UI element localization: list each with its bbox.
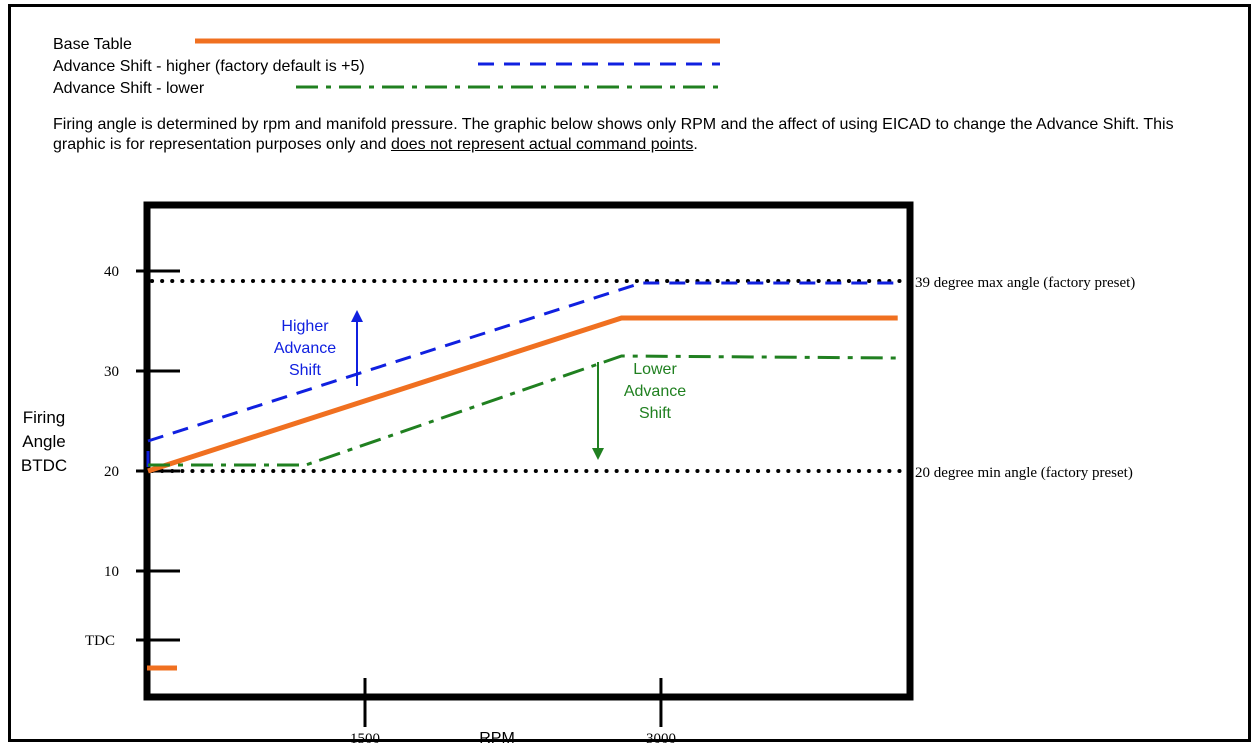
series-higher-line [146, 281, 898, 467]
legend-lower-label: Advance Shift - lower [53, 80, 205, 97]
annotation-lower-arrow-head [592, 448, 604, 460]
legend-base-label: Base Table [53, 36, 132, 53]
y-tick-label-3: 20 [104, 464, 119, 480]
annotation-lower-line-3: Shift [639, 405, 672, 422]
annotation-lower-line-2: Advance [624, 383, 686, 400]
legend-higher-label: Advance Shift - higher (factory default … [53, 58, 365, 75]
x-axis-title: RPM [479, 730, 515, 747]
y-tick-label-4: 10 [104, 564, 119, 580]
description-underlined: does not represent actual command points [390, 136, 694, 153]
annotation-higher-line-3: Shift [289, 362, 322, 379]
annotation-higher-arrow-head [351, 310, 363, 322]
annotation-higher-line-1: Higher [281, 318, 329, 335]
y-tick-label-1: 40 [104, 264, 119, 280]
reference-label-2: 20 degree min angle (factory preset) [915, 465, 1133, 481]
y-axis-title-line-3: BTDC [21, 456, 67, 475]
description-end: . [693, 136, 698, 153]
description-text: Firing angle is determined by rpm and ma… [53, 116, 1174, 153]
figure-frame [8, 4, 1251, 742]
reference-label-1: 39 degree max angle (factory preset) [915, 275, 1135, 291]
description: Firing angle is determined by rpm and ma… [53, 115, 1213, 155]
series-base-line [147, 315, 898, 474]
x-tick-label-1: 1500 [350, 731, 380, 747]
annotation-higher-line-2: Advance [274, 340, 336, 357]
plot-area-border [143, 201, 914, 701]
annotation-lower-line-1: Lower [633, 361, 677, 378]
y-tick-label-2: 30 [104, 364, 119, 380]
x-tick-label-2: 3000 [646, 731, 676, 747]
series-lower-line [148, 354, 898, 467]
y-axis-title-line-1: Firing [23, 408, 66, 427]
y-tick-label-5: TDC [85, 633, 115, 649]
y-axis-title-line-2: Angle [22, 432, 65, 451]
